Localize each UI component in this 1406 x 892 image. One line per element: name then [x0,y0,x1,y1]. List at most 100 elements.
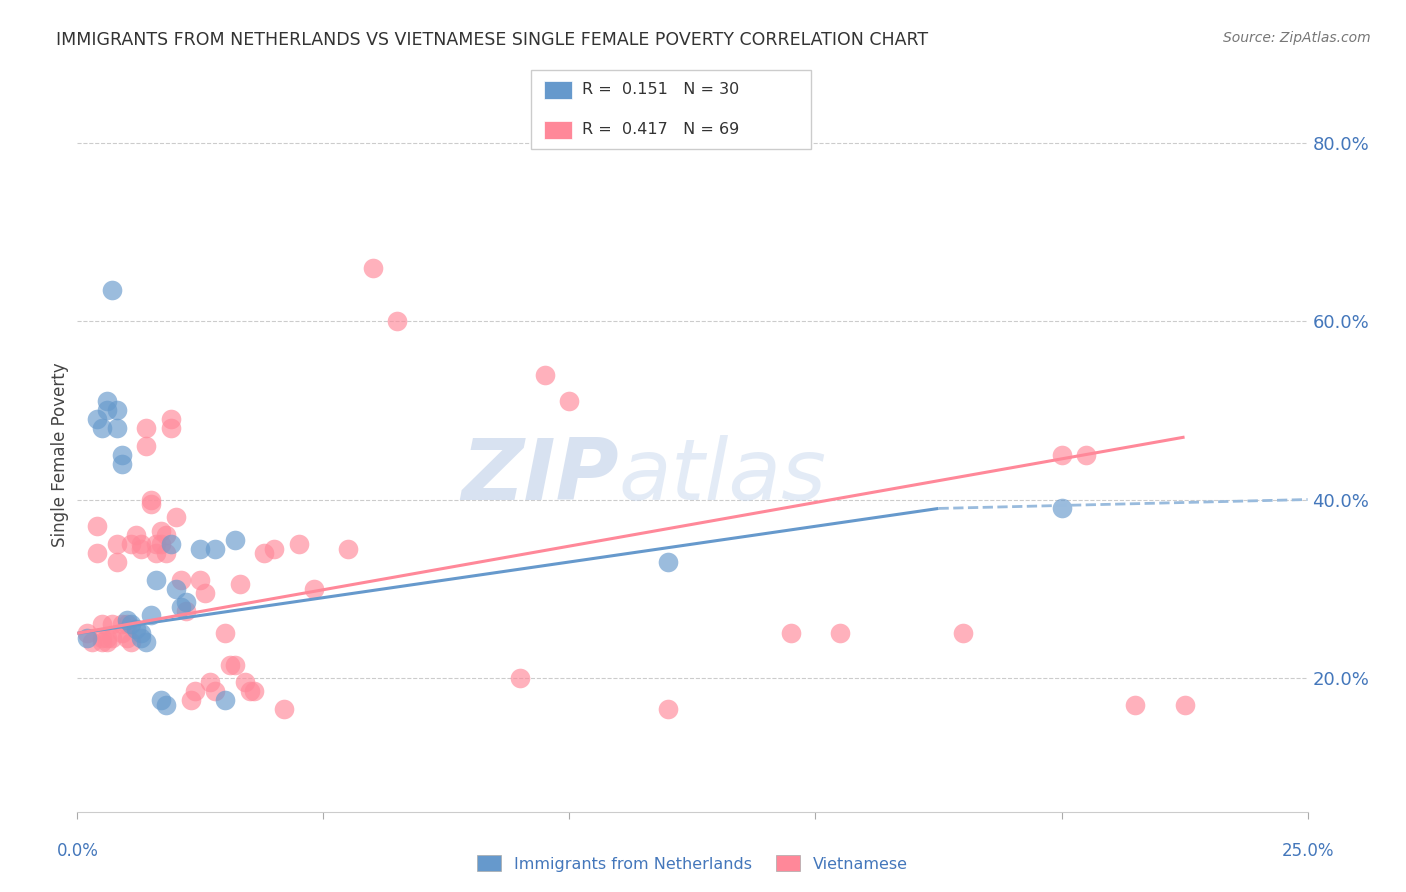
Point [135,635,157,649]
Point [361,260,384,275]
Point [174,604,197,618]
Point [243,684,266,698]
Point [509,671,531,685]
Point [115,613,138,627]
Point [337,541,360,556]
Point [1076,448,1098,462]
Legend: Immigrants from Netherlands, Vietnamese: Immigrants from Netherlands, Vietnamese [477,855,908,871]
Point [952,626,974,640]
Point [204,541,226,556]
Point [82,635,104,649]
Point [1174,698,1197,712]
Point [96,631,118,645]
Point [141,608,163,623]
Point [125,622,148,636]
Text: R =  0.417   N = 69: R = 0.417 N = 69 [582,122,740,136]
Point [224,533,246,547]
Point [1050,501,1073,516]
Point [131,626,153,640]
Point [155,698,177,712]
Point [160,537,183,551]
Point [229,577,252,591]
Point [180,693,202,707]
Point [131,541,153,556]
Point [170,573,193,587]
Point [135,421,157,435]
Point [233,675,256,690]
Point [150,693,173,707]
Point [200,675,222,690]
Point [174,595,197,609]
Point [135,439,157,453]
Text: IMMIGRANTS FROM NETHERLANDS VS VIETNAMESE SINGLE FEMALE POVERTY CORRELATION CHAR: IMMIGRANTS FROM NETHERLANDS VS VIETNAMES… [56,31,928,49]
Point [150,537,173,551]
Point [76,626,98,640]
Point [160,421,183,435]
Point [90,421,114,435]
Point [253,546,276,560]
Point [830,626,852,640]
Point [115,617,138,632]
Text: Source: ZipAtlas.com: Source: ZipAtlas.com [1223,31,1371,45]
Point [204,684,226,698]
Text: R =  0.151   N = 30: R = 0.151 N = 30 [582,82,740,96]
Point [121,617,143,632]
Point [145,537,167,551]
Point [105,555,128,569]
Point [131,631,153,645]
Point [111,448,132,462]
Point [224,657,246,672]
Point [288,537,311,551]
Point [160,412,183,426]
Point [165,510,187,524]
Point [86,546,108,560]
Point [76,631,98,645]
Point [534,368,557,382]
Point [121,537,143,551]
Point [190,541,212,556]
Point [263,541,285,556]
Point [214,626,236,640]
Point [101,617,124,632]
Point [96,403,118,417]
Point [101,631,124,645]
Point [105,537,128,551]
Point [141,492,163,507]
Point [125,528,148,542]
Point [1050,448,1073,462]
Point [105,403,128,417]
Point [387,314,409,328]
Point [111,457,132,471]
Point [96,394,118,409]
Point [170,599,193,614]
Text: 0.0%: 0.0% [56,842,98,860]
Point [111,626,132,640]
Text: ZIP: ZIP [461,434,619,518]
Point [145,546,167,560]
Point [145,573,167,587]
Point [184,684,207,698]
Point [115,631,138,645]
Point [155,528,177,542]
Point [273,702,295,716]
Point [90,617,114,632]
Point [105,421,128,435]
Point [558,394,581,409]
Point [101,283,124,297]
Point [155,546,177,560]
Point [90,631,114,645]
Point [190,573,212,587]
Point [86,412,108,426]
Point [121,635,143,649]
Point [219,657,242,672]
Point [1125,698,1147,712]
Point [96,635,118,649]
Point [86,519,108,533]
Text: 25.0%: 25.0% [1281,842,1334,860]
Point [131,537,153,551]
Point [165,582,187,596]
Point [150,524,173,538]
Point [239,684,262,698]
Point [780,626,803,640]
Text: atlas: atlas [619,434,827,518]
